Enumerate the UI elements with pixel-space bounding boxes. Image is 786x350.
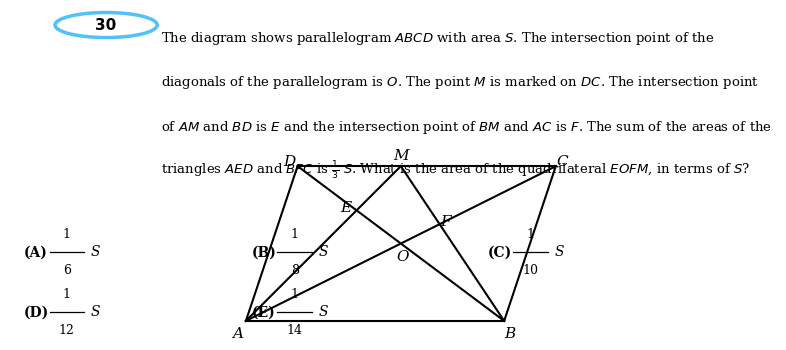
Text: F: F <box>440 215 450 229</box>
Text: (E): (E) <box>252 305 275 319</box>
Text: C: C <box>557 155 568 169</box>
Text: (B): (B) <box>252 245 277 259</box>
Text: The diagram shows parallelogram $\it{ABCD}$ with area $\it{S}$. The intersection: The diagram shows parallelogram $\it{ABC… <box>161 30 714 47</box>
Text: diagonals of the parallelogram is $\it{O}$. The point $\it{M}$ is marked on $\it: diagonals of the parallelogram is $\it{O… <box>161 74 759 91</box>
Text: S: S <box>90 245 100 259</box>
Text: 12: 12 <box>59 324 75 337</box>
Text: 6: 6 <box>63 264 71 277</box>
Text: S: S <box>554 245 564 259</box>
Text: 8: 8 <box>291 264 299 277</box>
Text: A: A <box>232 327 243 341</box>
Text: triangles $\it{AED}$ and $\it{BFC}$ is $\frac{1}{3}$ $\it{S}$. What is the area : triangles $\it{AED}$ and $\it{BFC}$ is $… <box>161 160 751 182</box>
Text: S: S <box>318 245 328 259</box>
Text: 30: 30 <box>95 18 117 33</box>
Text: (A): (A) <box>24 245 47 259</box>
Text: 10: 10 <box>523 264 538 277</box>
Text: 1: 1 <box>527 228 534 240</box>
Text: of $\it{AM}$ and $\it{BD}$ is $\it{E}$ and the intersection point of $\it{BM}$ a: of $\it{AM}$ and $\it{BD}$ is $\it{E}$ a… <box>161 119 772 135</box>
Text: S: S <box>90 305 100 319</box>
Text: 1: 1 <box>291 228 299 240</box>
Text: 1: 1 <box>63 288 71 301</box>
Text: (D): (D) <box>24 305 49 319</box>
Text: 1: 1 <box>63 228 71 240</box>
Text: 14: 14 <box>287 324 303 337</box>
Text: O: O <box>397 250 410 264</box>
Text: (C): (C) <box>487 245 512 259</box>
Text: B: B <box>504 327 516 341</box>
Text: D: D <box>283 155 296 169</box>
Text: S: S <box>318 305 328 319</box>
Text: E: E <box>340 201 352 215</box>
Text: M: M <box>393 148 409 162</box>
Text: 1: 1 <box>291 288 299 301</box>
